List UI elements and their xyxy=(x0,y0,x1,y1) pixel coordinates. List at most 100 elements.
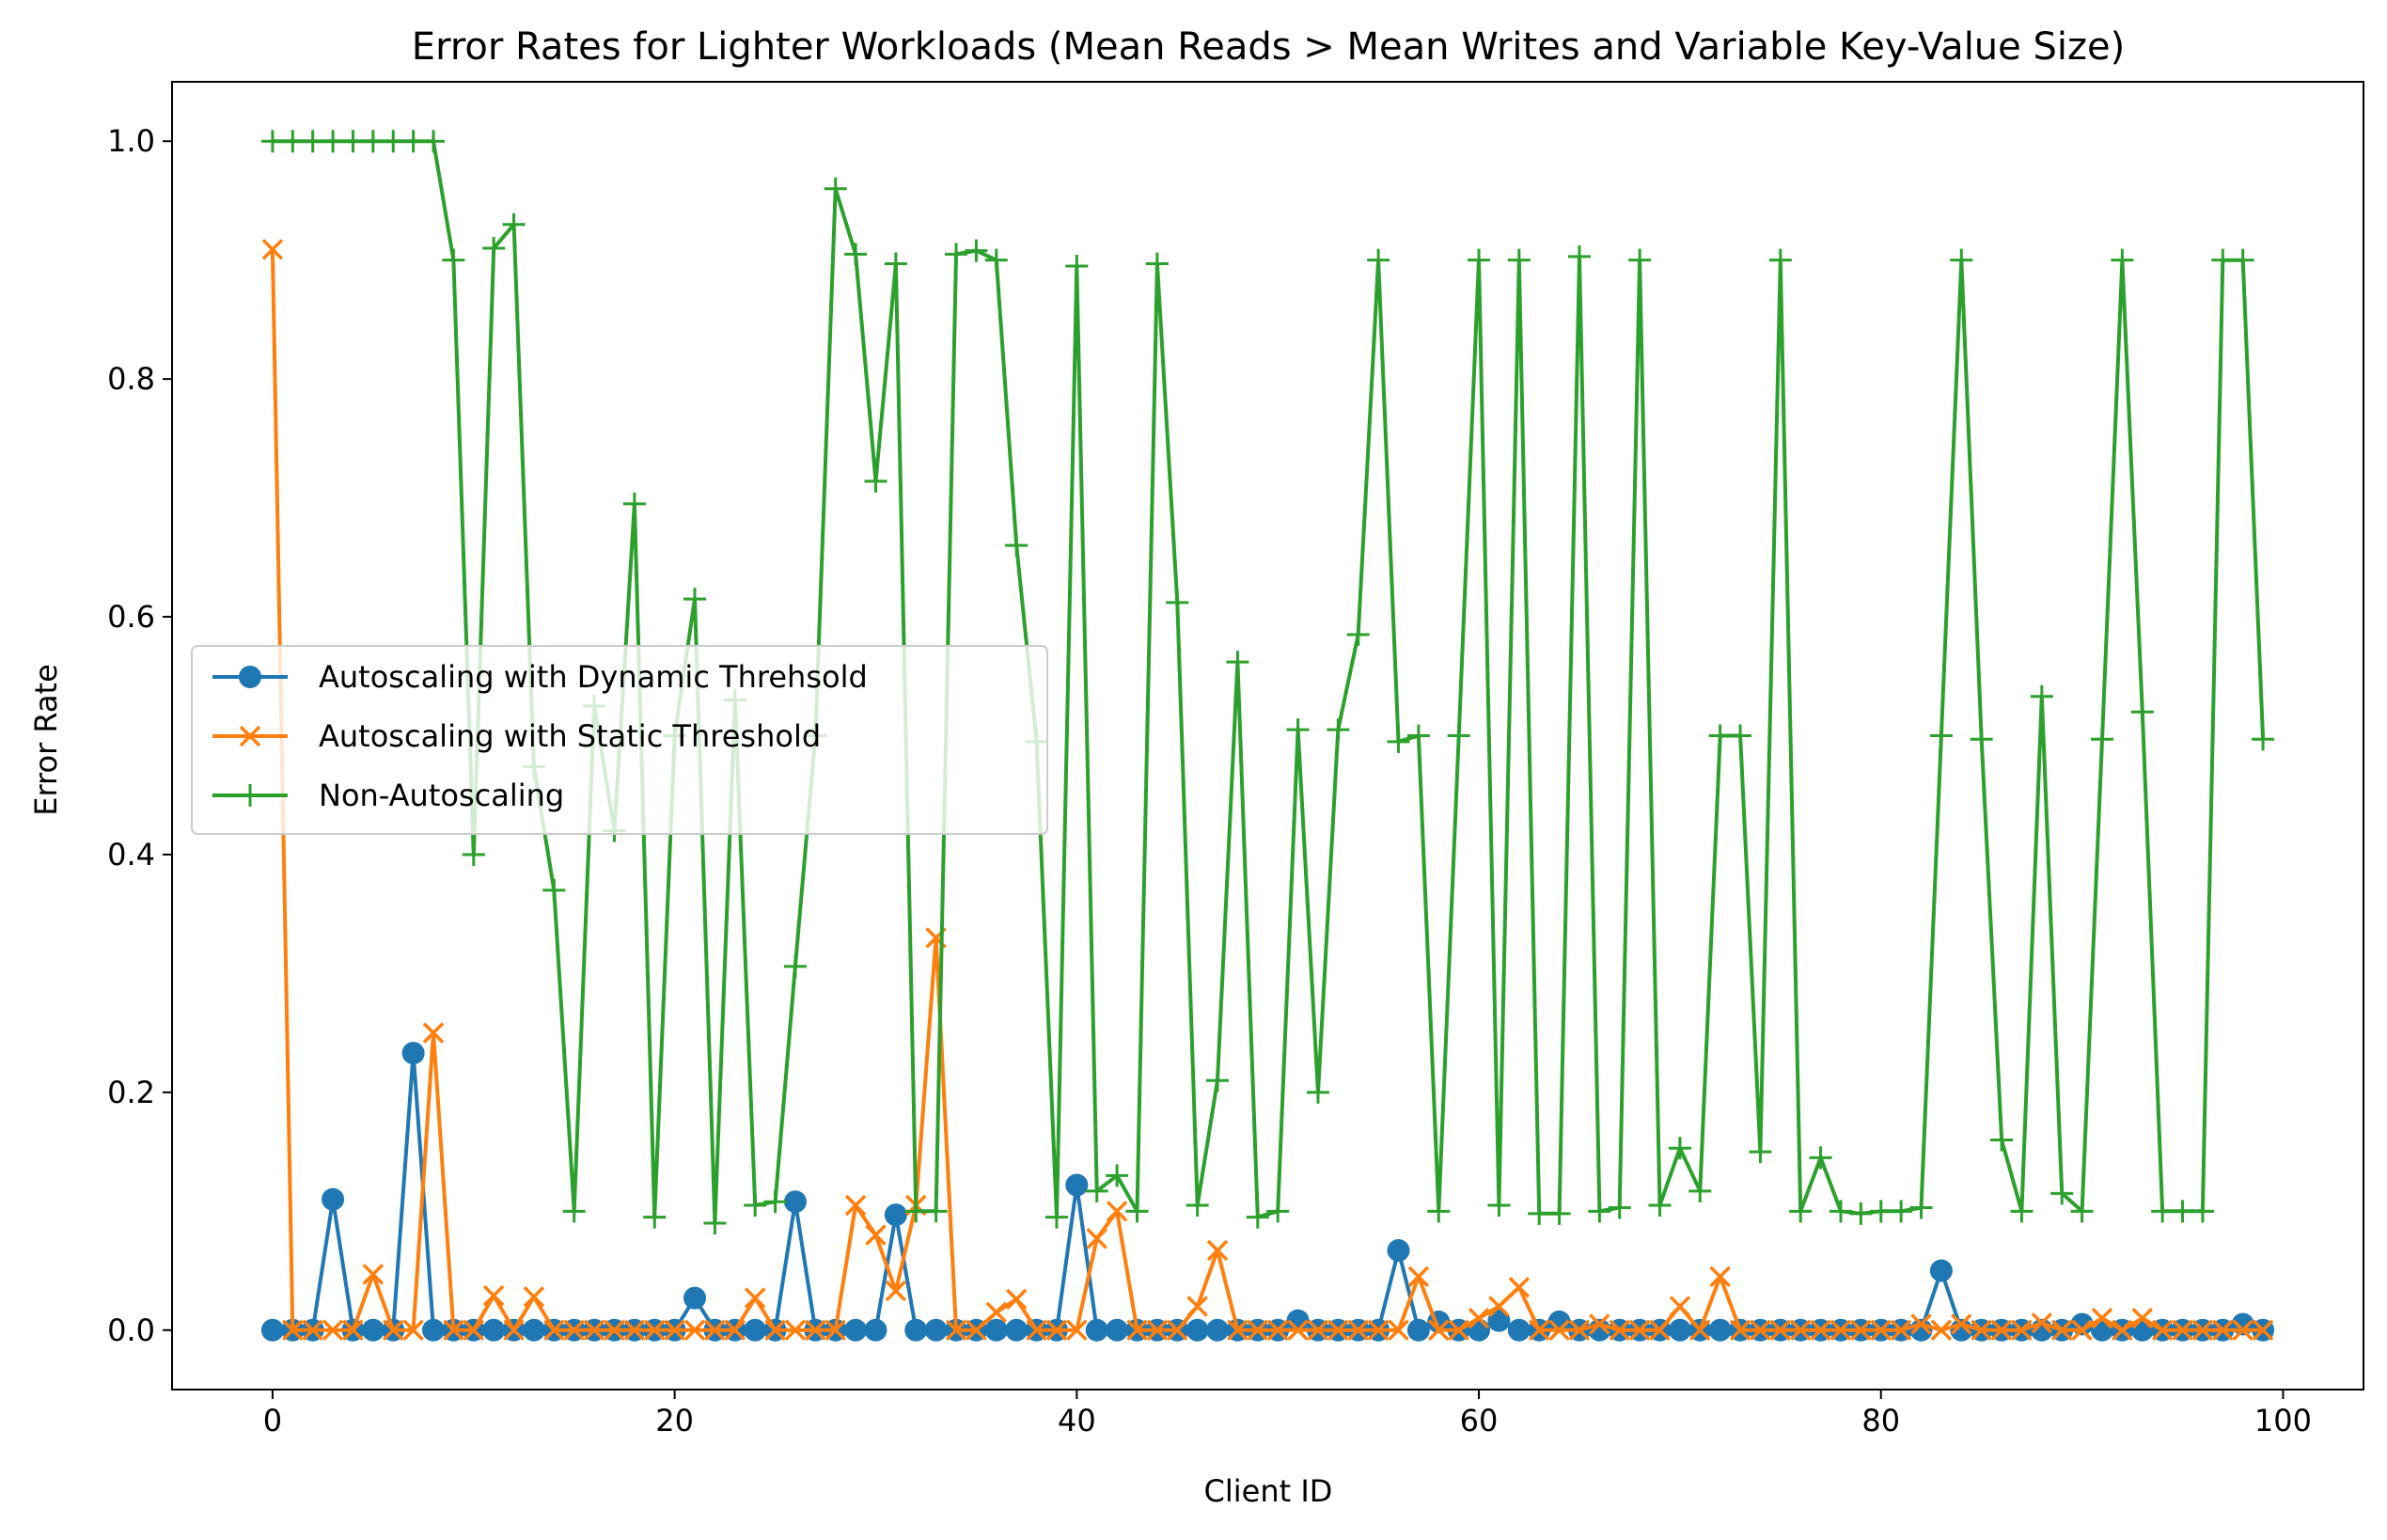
data-point xyxy=(1628,248,1652,272)
x-tick-label: 40 xyxy=(1058,1403,1096,1438)
data-point xyxy=(1628,1319,1651,1342)
data-point xyxy=(1427,1200,1451,1223)
data-point xyxy=(1447,724,1470,747)
legend-marker xyxy=(239,666,261,688)
data-point xyxy=(1990,1319,2013,1342)
data-point xyxy=(562,1200,586,1223)
data-point xyxy=(2252,728,2275,751)
data-point xyxy=(1044,1205,1068,1229)
data-point xyxy=(1448,1319,1469,1342)
data-point xyxy=(463,1319,485,1342)
data-point xyxy=(2252,1319,2274,1342)
data-point xyxy=(383,1319,404,1342)
data-point xyxy=(865,1224,887,1246)
data-point xyxy=(2212,1319,2234,1342)
data-point xyxy=(904,1200,928,1223)
data-point xyxy=(1950,248,1973,272)
data-point xyxy=(1567,244,1591,268)
data-point xyxy=(1186,1318,1209,1342)
data-point xyxy=(622,492,646,515)
data-point xyxy=(2011,1319,2033,1342)
legend-label: Non-Autoscaling xyxy=(319,778,564,813)
data-point xyxy=(442,248,465,272)
data-point xyxy=(824,1319,846,1342)
chart-title: Error Rates for Lighter Workloads (Mean … xyxy=(412,25,2125,69)
data-point xyxy=(543,1319,565,1342)
data-point xyxy=(884,252,907,275)
y-axis-label: Error Rate xyxy=(28,664,64,816)
data-point xyxy=(644,1319,666,1342)
data-point xyxy=(945,243,968,266)
data-point xyxy=(1789,1200,1813,1223)
data-point xyxy=(1810,1319,1831,1342)
data-point xyxy=(401,130,425,153)
data-point xyxy=(683,1286,707,1310)
data-point xyxy=(2091,1307,2113,1329)
data-point xyxy=(984,1318,1008,1342)
data-point xyxy=(1226,651,1249,674)
data-point xyxy=(443,1319,464,1342)
data-point xyxy=(643,1205,667,1229)
data-point xyxy=(1065,1173,1089,1197)
legend-item: Autoscaling with Dynamic Threhsold xyxy=(212,659,868,695)
data-point xyxy=(1346,623,1370,647)
data-point xyxy=(1870,1319,1892,1342)
data-point xyxy=(1026,1319,1047,1342)
data-point xyxy=(261,239,284,260)
series-2 xyxy=(261,239,2274,1342)
data-point xyxy=(1206,1069,1230,1092)
data-point xyxy=(1929,724,1953,747)
data-point xyxy=(522,1318,545,1342)
data-point xyxy=(1508,1277,1531,1298)
data-point xyxy=(1990,1128,2014,1152)
data-point xyxy=(1227,1319,1248,1342)
legend-label: Autoscaling with Dynamic Threhsold xyxy=(319,659,868,695)
data-point xyxy=(2111,248,2134,272)
y-tick-label: 0.8 xyxy=(107,361,155,397)
data-point xyxy=(945,1319,967,1342)
y-tick-label: 0.6 xyxy=(107,599,155,635)
data-point xyxy=(482,1284,505,1307)
data-point xyxy=(2191,1200,2214,1223)
data-point xyxy=(1588,1200,1611,1223)
data-point xyxy=(422,1022,445,1044)
data-point xyxy=(985,1301,1008,1324)
y-tick-label: 0.2 xyxy=(107,1075,155,1110)
data-point xyxy=(1487,1194,1511,1217)
data-point xyxy=(2071,1319,2093,1342)
data-point xyxy=(2112,1319,2133,1342)
data-point xyxy=(563,1319,585,1342)
data-point xyxy=(2171,1200,2194,1223)
data-point xyxy=(1890,1319,1912,1342)
data-point xyxy=(1367,1319,1390,1342)
data-point xyxy=(664,1319,685,1342)
data-point xyxy=(1749,1140,1772,1164)
data-point xyxy=(2151,1319,2174,1342)
data-point xyxy=(260,130,284,153)
data-point xyxy=(502,212,526,236)
data-point xyxy=(322,1187,345,1211)
data-point xyxy=(362,1264,385,1285)
data-point xyxy=(301,130,324,153)
data-point xyxy=(744,1194,767,1217)
data-point xyxy=(1206,1318,1230,1342)
data-point xyxy=(282,1319,304,1342)
data-point xyxy=(2050,1319,2073,1342)
data-point xyxy=(260,1318,284,1342)
data-point xyxy=(1266,1200,1290,1223)
data-point xyxy=(422,1318,446,1342)
data-point xyxy=(2070,1200,2094,1223)
data-point xyxy=(1548,1319,1570,1342)
data-point xyxy=(783,1190,807,1214)
data-point xyxy=(1126,1319,1148,1342)
data-point xyxy=(2191,1319,2214,1342)
data-point xyxy=(1246,1205,1269,1229)
data-point xyxy=(1286,718,1310,742)
data-point xyxy=(1929,1259,1953,1282)
data-point xyxy=(482,237,506,260)
data-point xyxy=(784,1319,807,1342)
y-tick-label: 0.4 xyxy=(107,837,155,872)
data-point xyxy=(2131,1307,2153,1329)
data-point xyxy=(805,1319,826,1342)
data-point xyxy=(503,1319,525,1342)
